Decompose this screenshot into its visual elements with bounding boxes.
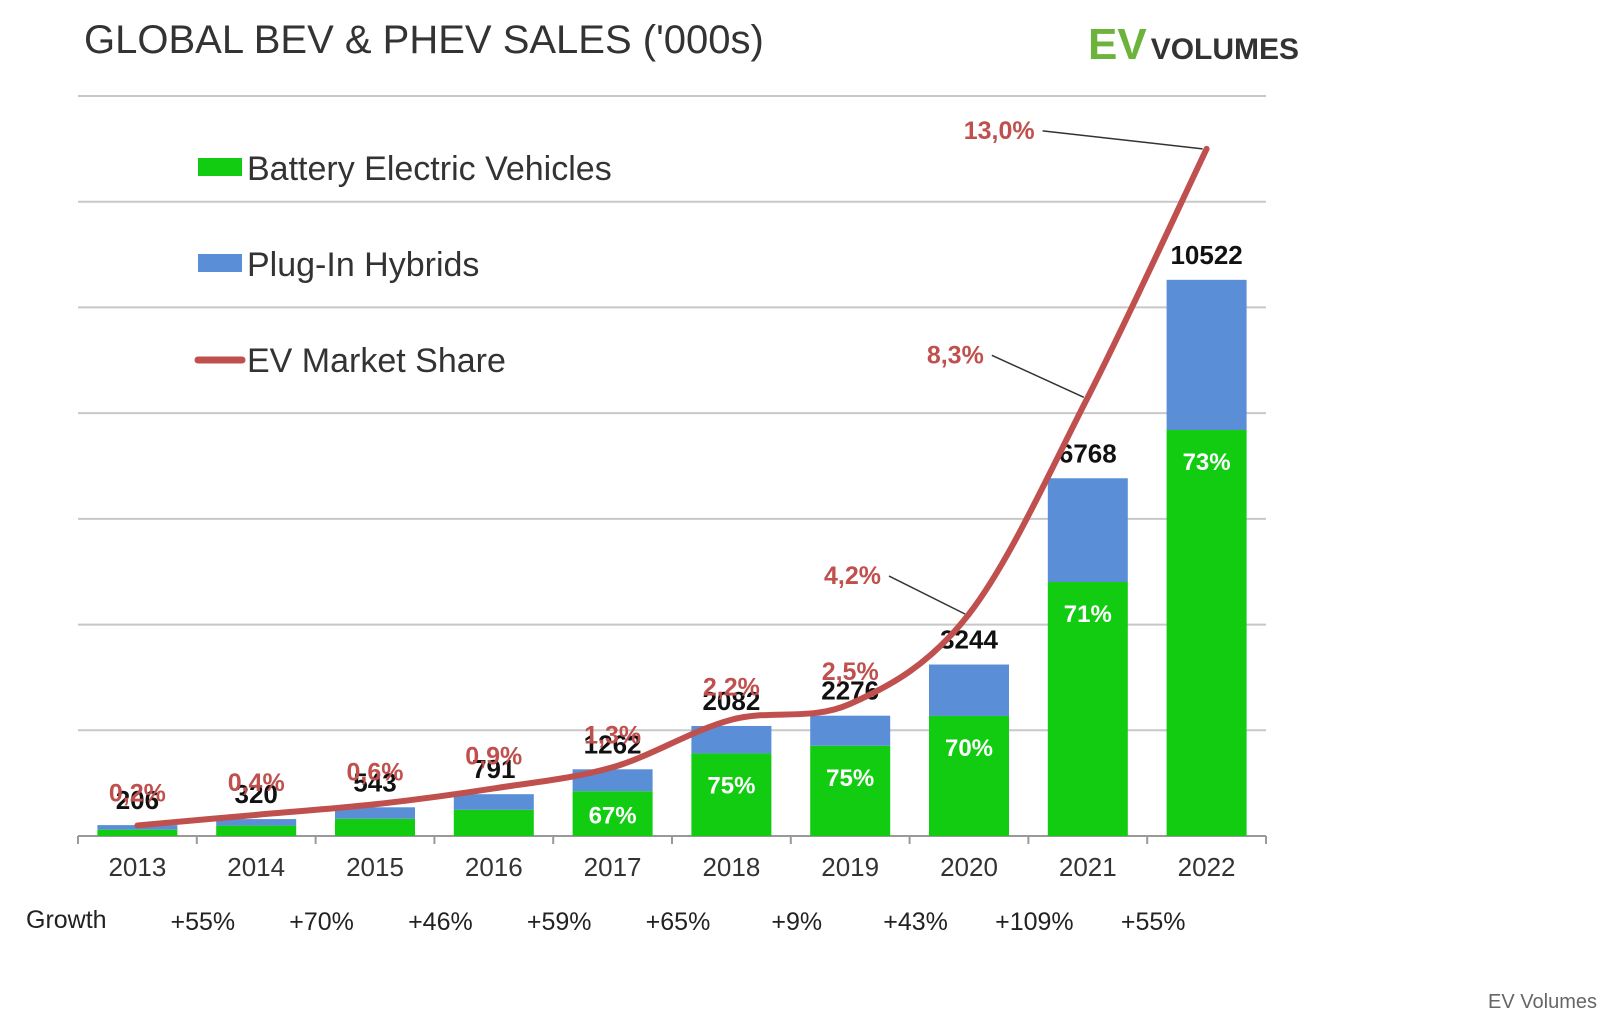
x-tick-label: 2018 <box>702 852 760 882</box>
legend-item-bev-swatch <box>198 158 242 176</box>
growth-value: +46% <box>408 908 473 936</box>
share-label: 0,9% <box>465 742 522 770</box>
bar-bev-2016 <box>453 809 534 836</box>
growth-row-label: Growth <box>26 906 107 934</box>
growth-value: +55% <box>170 908 235 936</box>
source-credit: EV Volumes <box>1488 991 1597 1013</box>
growth-value: +59% <box>527 908 592 936</box>
bar-total-label: 6768 <box>1059 438 1117 468</box>
x-tick-label: 2020 <box>940 852 998 882</box>
bar-phev-2019 <box>810 715 891 746</box>
x-tick-label: 2017 <box>584 852 642 882</box>
bar-bev-2019 <box>810 745 891 836</box>
legend-item-market-share-label: EV Market Share <box>247 342 506 380</box>
bar-bev-share-label: 70% <box>945 735 993 762</box>
share-label: 2,5% <box>822 658 879 686</box>
bar-total-label: 2082 <box>702 686 760 716</box>
x-tick-label: 2014 <box>227 852 285 882</box>
bar-bev-2013 <box>97 829 178 836</box>
bar-bev-2015 <box>335 818 415 836</box>
growth-value: +55% <box>1121 908 1186 936</box>
share-label: 0,2% <box>109 779 166 807</box>
growth-value: +70% <box>289 908 354 936</box>
bar-bev-share-label: 75% <box>707 772 755 799</box>
bar-phev-2020 <box>929 664 1009 716</box>
share-label: 2,2% <box>703 674 760 702</box>
bar-bev-2018 <box>691 753 772 836</box>
brand-logo-volumes: VOLUMES <box>1150 33 1300 66</box>
share-label-leader <box>991 354 1085 398</box>
bar-bev-share-label: 75% <box>826 765 874 792</box>
share-label-leader <box>1042 130 1203 150</box>
bar-phev-2014 <box>216 819 297 826</box>
share-label: 0,4% <box>228 769 285 797</box>
growth-value: +9% <box>771 908 822 936</box>
x-tick-label: 2019 <box>821 852 879 882</box>
bar-total-label: 10522 <box>1170 240 1242 270</box>
series-line-ev-market-share <box>134 145 1210 829</box>
bar-bev-share-label: 71% <box>1064 601 1112 628</box>
bar-bev-share-label: 73% <box>1183 449 1231 476</box>
bar-total-label: 206 <box>116 785 159 815</box>
bar-bev-2017 <box>572 791 653 836</box>
legend-item-phev-label: Plug-In Hybrids <box>247 246 479 284</box>
bar-bev-2022 <box>1166 430 1247 836</box>
bar-total-label: 791 <box>472 754 515 784</box>
bar-bev-2021 <box>1047 582 1128 836</box>
growth-value: +43% <box>883 908 948 936</box>
legend-item-bev-label: Battery Electric Vehicles <box>247 150 612 188</box>
x-tick-label: 2022 <box>1178 852 1236 882</box>
share-label: 8,3% <box>927 341 984 369</box>
brand-logo-ev: EV <box>1088 20 1147 69</box>
bar-bev-share-label: 67% <box>589 803 637 830</box>
legend-item-phev-swatch <box>198 254 242 272</box>
bar-phev-2016 <box>453 794 534 810</box>
share-label: 13,0% <box>964 117 1035 145</box>
growth-value: +65% <box>646 908 711 936</box>
bar-total-label: 1262 <box>584 729 642 759</box>
x-tick-label: 2021 <box>1059 852 1117 882</box>
share-label-leader <box>888 575 966 615</box>
chart-title: GLOBAL BEV & PHEV SALES ('000s) <box>84 18 764 62</box>
x-tick-label: 2016 <box>465 852 523 882</box>
bar-phev-2022 <box>1166 279 1247 431</box>
growth-value: +109% <box>995 908 1074 936</box>
x-tick-label: 2015 <box>346 852 404 882</box>
bar-phev-2015 <box>335 807 415 819</box>
brand-logo: EV VOLUMES <box>1088 20 1299 70</box>
bar-total-label: 543 <box>353 767 396 797</box>
bar-bev-2020 <box>929 715 1009 836</box>
share-label: 0,6% <box>347 758 404 786</box>
bar-phev-2021 <box>1047 478 1128 583</box>
share-label: 1,3% <box>584 721 641 749</box>
share-label: 4,2% <box>824 562 881 590</box>
bar-bev-2014 <box>216 825 297 836</box>
x-tick-label: 2013 <box>108 852 166 882</box>
bar-total-label: 320 <box>235 779 278 809</box>
